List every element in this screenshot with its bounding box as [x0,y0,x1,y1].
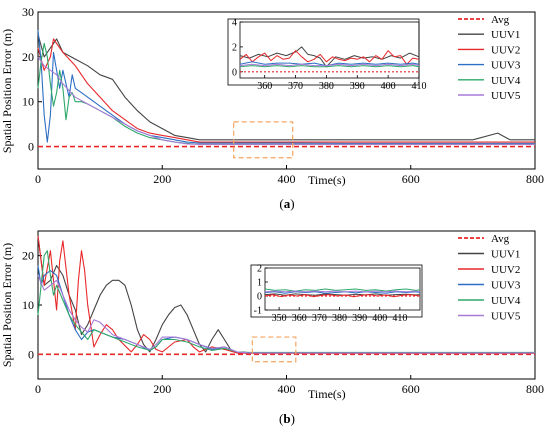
legend-label-b-uuv3: UUV3 [491,280,521,292]
y-tick-label-b-20: 20 [22,249,34,263]
panel-label-a: (a) [279,196,294,211]
panel-letter-a: a [284,196,291,211]
series-line-b-uuv4 [37,250,535,353]
y-tick-label-a-0: 0 [28,140,34,154]
inset-series-line-a-uuv5 [239,63,420,67]
inset-y-tick-label-b-0: 0 [257,292,262,303]
y-tick-label-a-10: 10 [22,95,34,109]
inset-series-line-b-uuv5 [264,290,421,293]
y-axis-label-b: Spatial Position Error (m) [0,243,14,367]
inset-series-line-a-uuv2 [239,50,420,65]
inset-series-line-a-uuv1 [239,46,420,68]
series-line-a-uuv3 [37,29,535,144]
inset-y-tick-label-a-4: 4 [232,18,237,29]
legend-label-b-uuv1: UUV1 [491,249,520,261]
x-tick-label-b-800: 800 [526,382,544,396]
series-line-a-uuv2 [37,38,535,143]
inset-x-tick-label-a-360: 360 [257,81,272,92]
x-tick-label-b-200: 200 [153,382,171,396]
highlight-box-b [251,336,297,363]
x-axis-label-b: Time(s) [308,387,346,401]
inset-y-tick-label-a-0: 0 [232,67,237,78]
x-tick-label-a-0: 0 [35,172,41,186]
inset-x-tick-label-b-410: 410 [392,313,407,324]
legend-label-a-uuv5: UUV5 [491,90,521,102]
inset-x-tick-label-a-380: 380 [319,81,334,92]
x-tick-label-a-400: 400 [278,172,296,186]
x-axis-label-a: Time(s) [308,173,346,187]
legend-label-a-uuv4: UUV4 [491,75,521,87]
legend-label-a-uuv1: UUV1 [491,29,520,41]
inset-series-line-b-uuv4 [264,288,421,292]
inset-b: 350 360 370 380 390 400 410 -1 0 1 2 [250,264,423,324]
legend-label-a-uuv3: UUV3 [491,60,521,72]
x-tick-label-a-600: 600 [402,172,420,186]
chart-panel-a: 0 200 400 600 800 0 10 20 30 360 370 380 390 400 410 0… [0,5,544,211]
inset-plot-b: 350 360 370 380 390 400 410 -1 0 1 2 [254,264,421,324]
inset-series-line-a-uuv4 [239,65,420,68]
legend-label-a-avg: Avg [491,14,510,26]
inset-plot-a: 360 370 380 390 400 410 0 2 4 [232,18,427,93]
x-tick-label-b-0: 0 [35,382,41,396]
series-line-b-uuv3 [37,265,535,354]
legend-b: Avg UUV1 UUV2 UUV3 UUV4 UUV5 [458,233,521,323]
series-line-b-uuv2 [37,235,535,354]
inset-x-tick-label-a-390: 390 [350,81,365,92]
inset-y-tick-label-b-1: 1 [257,278,262,289]
series-line-a-uuv5 [37,56,535,145]
inset-x-tick-label-b-370: 370 [312,313,327,324]
inset-series-line-a-uuv3 [239,61,420,67]
inset-x-tick-label-b-400: 400 [372,313,387,324]
inset-x-tick-label-b-350: 350 [272,313,287,324]
legend-label-b-avg: Avg [491,233,510,245]
inset-x-tick-label-a-370: 370 [288,81,303,92]
inset-y-tick-label-b-2: 2 [257,264,262,275]
x-tick-label-b-400: 400 [278,382,296,396]
highlight-box-a [233,121,294,159]
y-axis-label-a: Spatial Position Error (m) [0,29,14,153]
x-tick-label-a-200: 200 [153,172,171,186]
y-tick-label-b-0: 0 [28,347,34,361]
inset-x-tick-label-b-360: 360 [292,313,307,324]
inset-x-tick-label-a-400: 400 [381,81,396,92]
legend-label-b-uuv2: UUV2 [491,264,520,276]
x-tick-label-a-800: 800 [526,172,544,186]
inset-y-tick-label-a-2: 2 [232,42,237,53]
inset-x-tick-label-a-410: 410 [412,81,427,92]
inset-frame-a [239,21,420,79]
legend-label-b-uuv4: UUV4 [491,295,521,307]
inset-x-tick-label-b-380: 380 [332,313,347,324]
inset-y-tick-label-b--1: -1 [254,306,262,317]
inset-background-a [227,18,420,86]
panel-label-b: (b) [279,411,295,426]
inset-x-tick-label-b-390: 390 [352,313,367,324]
legend-label-b-uuv5: UUV5 [491,311,521,323]
x-tick-label-b-600: 600 [402,382,420,396]
y-tick-label-a-30: 30 [22,5,34,19]
inset-a: 360 370 380 390 400 410 0 2 4 [227,18,427,93]
series-line-b-uuv5 [37,275,535,354]
panel-letter-b: b [283,411,290,426]
y-tick-label-b-10: 10 [22,298,34,312]
y-tick-label-a-20: 20 [22,50,34,64]
legend-a: Avg UUV1 UUV2 UUV3 UUV4 UUV5 [458,14,521,102]
legend-label-a-uuv2: UUV2 [491,44,520,56]
